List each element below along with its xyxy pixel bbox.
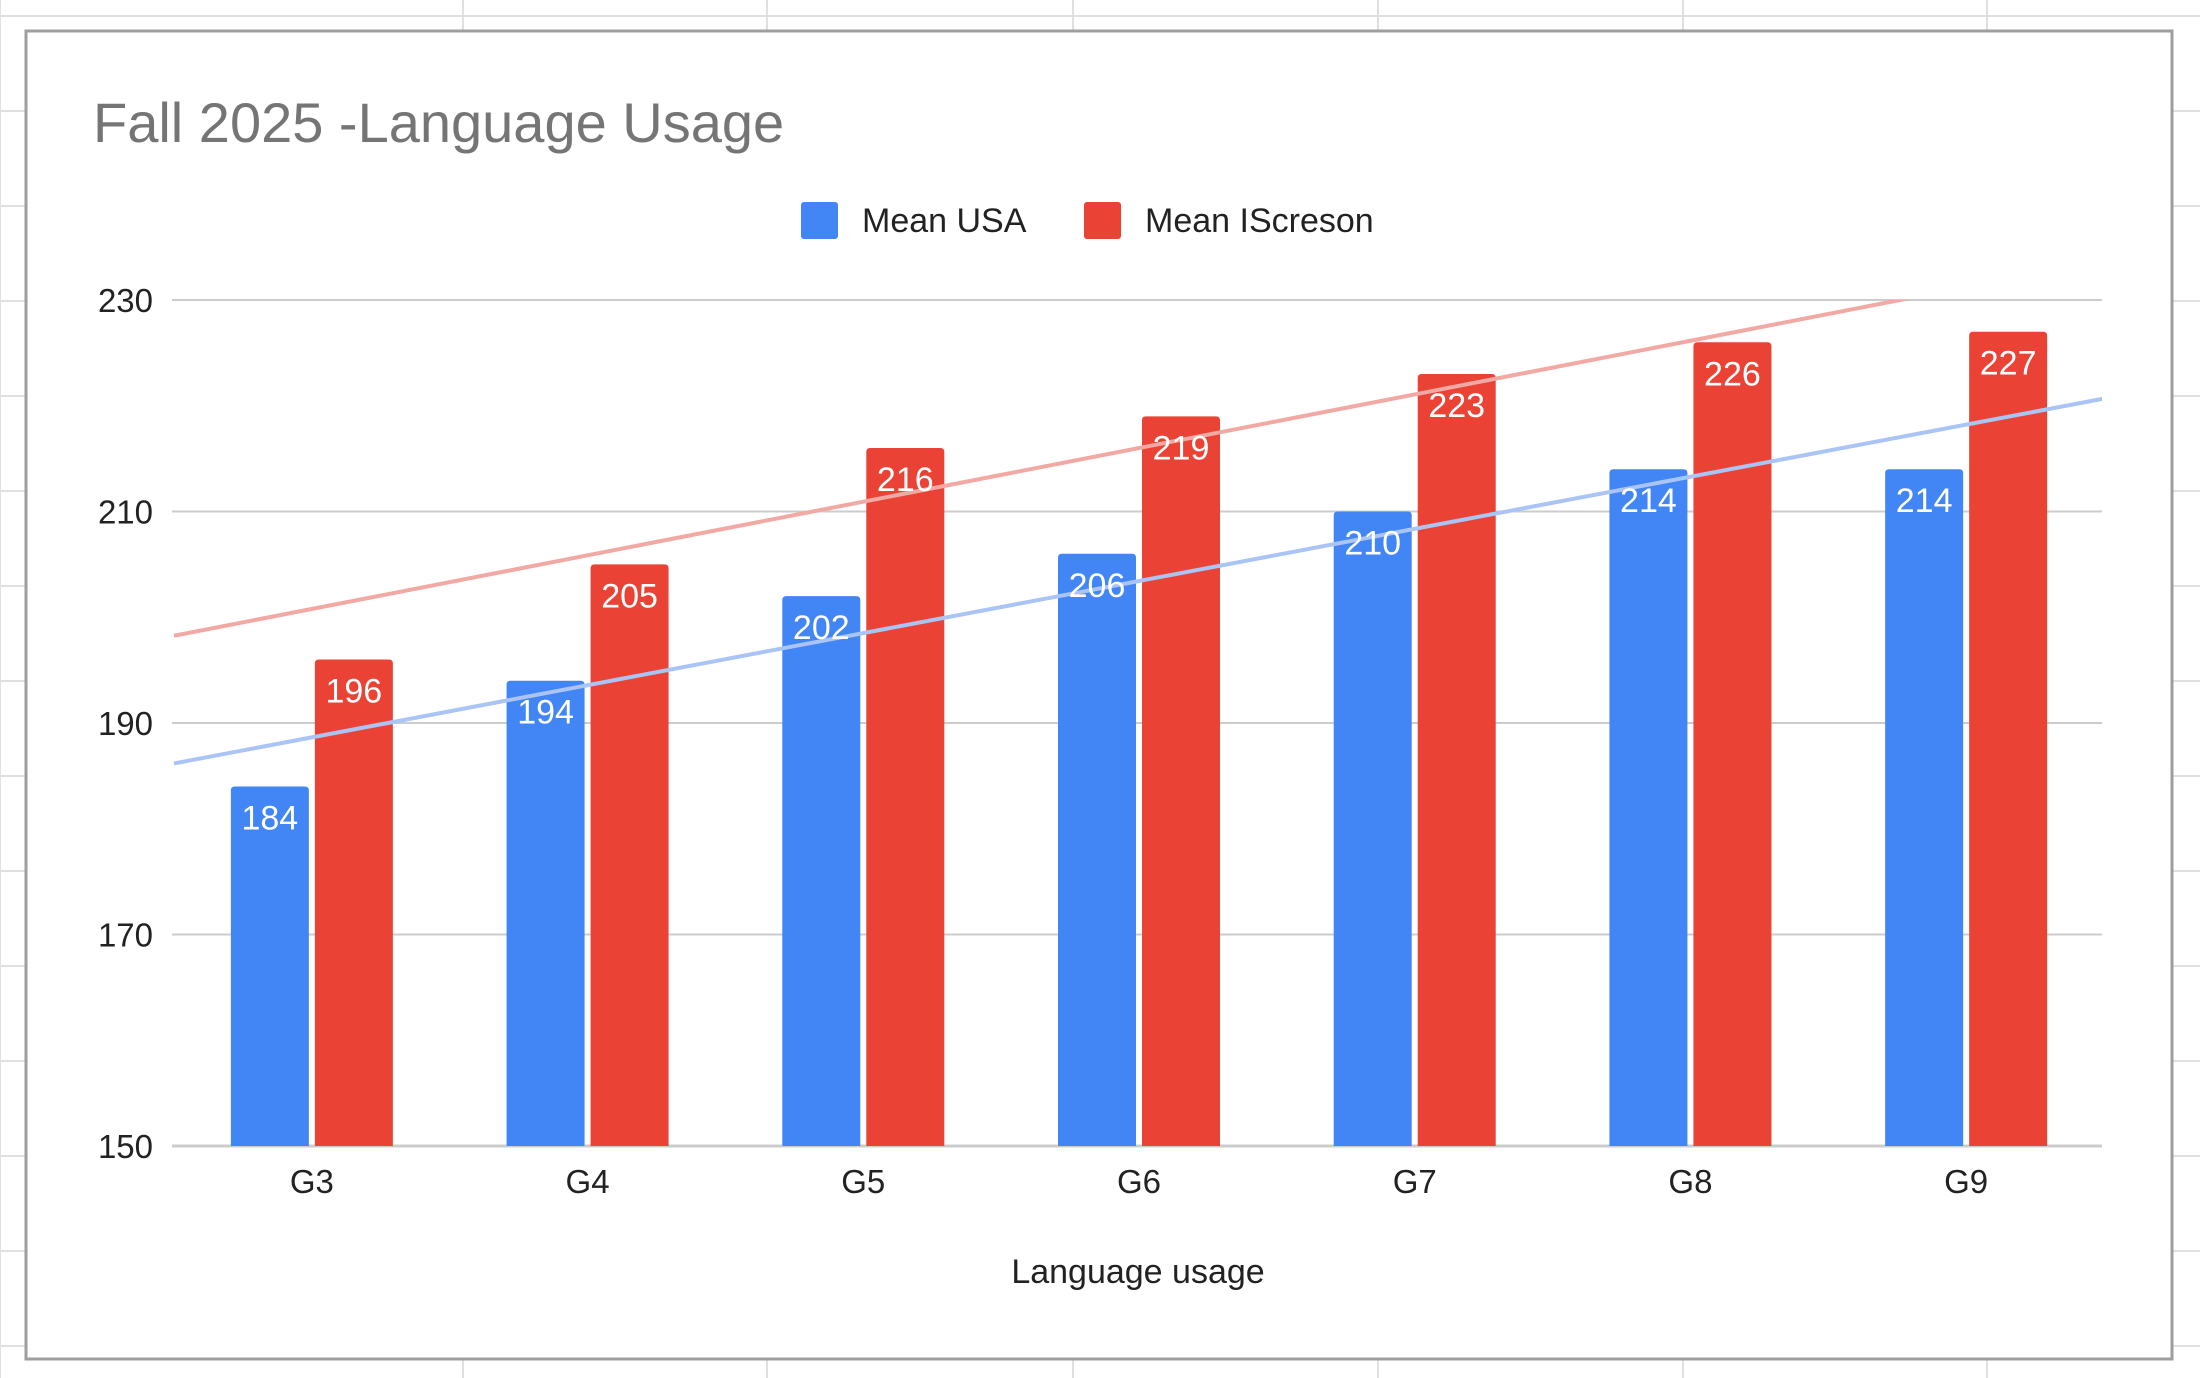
bar-mean-usa-g6[interactable] (1058, 553, 1136, 1146)
x-tick-label: G5 (841, 1163, 885, 1200)
bar-mean-usa-g9[interactable] (1885, 469, 1964, 1146)
bar-mean-iscreson-g4[interactable] (590, 564, 669, 1146)
y-tick-label: 210 (98, 494, 153, 531)
bar-mean-usa-g5[interactable] (782, 596, 861, 1146)
bar-label-mean-usa-g3: 184 (241, 799, 298, 837)
x-axis-title: Language usage (1011, 1253, 1264, 1291)
x-tick-label: G7 (1393, 1163, 1437, 1200)
bar-label-mean-iscreson-g5: 216 (877, 461, 934, 499)
bar-mean-iscreson-g5[interactable] (866, 448, 945, 1146)
bar-label-mean-iscreson-g6: 219 (1153, 429, 1210, 467)
x-tick-label: G6 (1117, 1163, 1161, 1200)
bar-label-mean-usa-g9: 214 (1896, 482, 1953, 520)
y-tick-label: 190 (98, 705, 153, 742)
bar-label-mean-iscreson-g3: 196 (325, 673, 382, 711)
y-tick-label: 230 (98, 282, 153, 319)
x-tick-label: G9 (1944, 1163, 1988, 1200)
legend-swatch-mean-iscreson (1084, 202, 1121, 239)
trendline-mean-usa (173, 396, 2102, 766)
legend-swatch-mean-usa (801, 202, 838, 239)
bar-label-mean-usa-g7: 210 (1344, 525, 1401, 563)
y-tick-label: 150 (98, 1128, 153, 1165)
bar-label-mean-usa-g8: 214 (1620, 482, 1677, 520)
chart-title: Fall 2025 -Language Usage (93, 91, 784, 154)
y-gridlines (172, 299, 2102, 1148)
bar-mean-iscreson-g6[interactable] (1142, 416, 1220, 1146)
y-axis-tick-labels: 150 170 190 210 230 (98, 282, 153, 1165)
legend-label-mean-iscreson: Mean IScreson (1145, 202, 1374, 240)
bar-mean-iscreson-g9[interactable] (1969, 331, 2048, 1147)
bar-label-mean-iscreson-g9: 227 (1980, 345, 2037, 383)
bar-label-mean-usa-g5: 202 (793, 609, 850, 647)
legend[interactable]: Mean USA Mean IScreson (801, 202, 1374, 240)
bar-mean-usa-g8[interactable] (1609, 469, 1688, 1146)
bars (230, 331, 2048, 1147)
bar-mean-usa-g3[interactable] (230, 786, 309, 1146)
bar-mean-iscreson-g7[interactable] (1417, 374, 1496, 1146)
bar-mean-iscreson-g3[interactable] (314, 659, 393, 1146)
bar-label-mean-iscreson-g7: 223 (1428, 387, 1485, 425)
bar-label-mean-usa-g6: 206 (1069, 567, 1126, 605)
y-tick-label: 170 (98, 917, 153, 954)
bar-label-mean-iscreson-g4: 205 (601, 577, 658, 615)
bar-mean-iscreson-g8[interactable] (1693, 342, 1772, 1146)
bar-data-labels: 184 196 194 205 202 216 206 219 210 223 214 226 214 2… (241, 345, 2036, 838)
legend-label-mean-usa: Mean USA (862, 202, 1027, 240)
bar-mean-usa-g7[interactable] (1333, 511, 1412, 1147)
trendline-mean-iscreson (173, 300, 1911, 638)
bar-label-mean-usa-g4: 194 (517, 694, 574, 732)
x-tick-label: G4 (566, 1163, 610, 1200)
bar-mean-usa-g4[interactable] (506, 680, 585, 1146)
trendlines (173, 300, 2102, 766)
x-tick-label: G3 (290, 1163, 334, 1200)
x-tick-label: G8 (1668, 1163, 1712, 1200)
x-axis-tick-labels: G3 G4 G5 G6 G7 G8 G9 (290, 1163, 1988, 1200)
bar-label-mean-iscreson-g8: 226 (1704, 355, 1761, 393)
